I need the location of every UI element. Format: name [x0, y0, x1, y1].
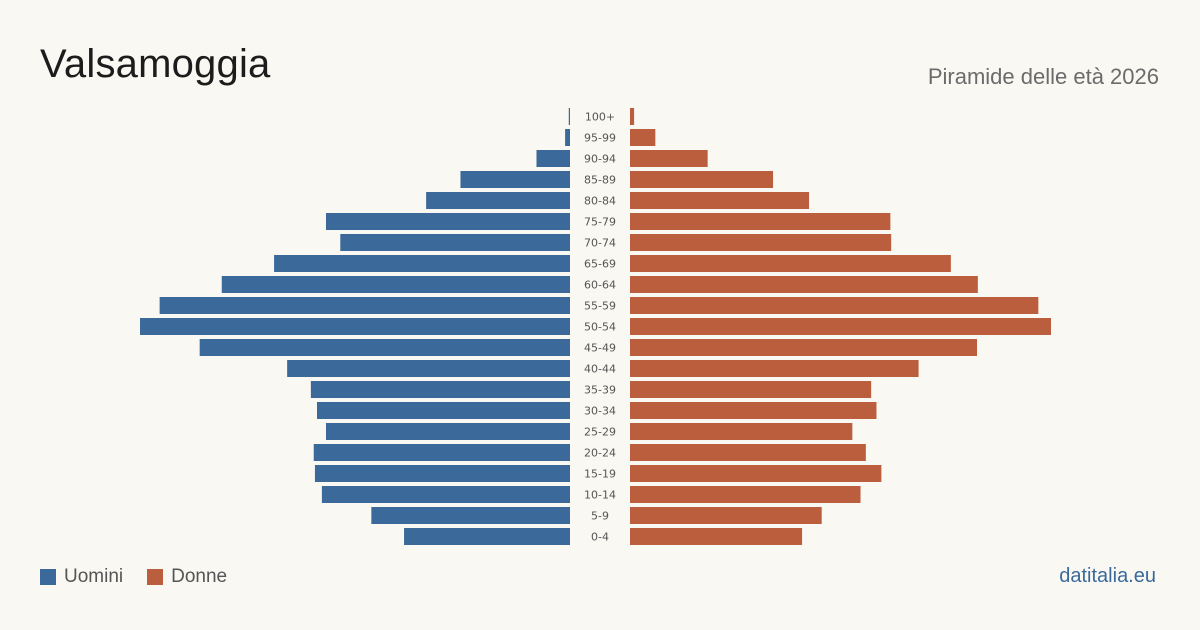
bar-men-100plus: [568, 108, 570, 125]
brand-link[interactable]: datitalia.eu: [1059, 565, 1156, 587]
bar-men-5-9: [371, 507, 570, 524]
age-label-10-14: 10-14: [584, 489, 616, 502]
bar-women-25-29: [630, 423, 853, 440]
bar-men-20-24: [313, 444, 570, 461]
bar-men-0-4: [404, 528, 570, 545]
age-label-20-24: 20-24: [584, 447, 616, 460]
bar-women-75-79: [630, 213, 891, 230]
legend-item-women: Donne: [147, 566, 227, 588]
bar-women-40-44: [630, 360, 919, 377]
bar-women-55-59: [630, 297, 1039, 314]
bar-women-60-64: [630, 276, 978, 293]
age-label-85-89: 85-89: [584, 174, 616, 187]
legend-item-men: Uomini: [40, 566, 123, 588]
age-label-5-9: 5-9: [591, 510, 609, 523]
bar-men-75-79: [325, 213, 570, 230]
age-label-45-49: 45-49: [584, 342, 616, 355]
legend-label-women: Donne: [171, 566, 228, 587]
bar-women-100plus: [630, 108, 635, 125]
bar-women-70-74: [630, 234, 892, 251]
bar-men-95-99: [565, 129, 570, 146]
bar-women-80-84: [630, 192, 810, 209]
age-label-70-74: 70-74: [584, 237, 616, 250]
legend-swatch-men: [40, 569, 56, 585]
legend: Uomini Donne: [40, 566, 251, 588]
age-label-35-39: 35-39: [584, 384, 616, 397]
age-label-40-44: 40-44: [584, 363, 616, 376]
age-label-100plus: 100+: [585, 111, 615, 124]
age-label-50-54: 50-54: [584, 321, 616, 334]
chart-subtitle: Piramide delle età 2026: [927, 64, 1159, 89]
legend-label-men: Uomini: [64, 566, 124, 587]
bar-men-40-44: [287, 360, 570, 377]
age-label-30-34: 30-34: [584, 405, 616, 418]
age-label-55-59: 55-59: [584, 300, 616, 313]
bar-men-85-89: [460, 171, 570, 188]
bar-men-55-59: [159, 297, 571, 314]
age-label-60-64: 60-64: [584, 279, 616, 292]
bar-men-50-54: [140, 318, 570, 335]
bar-women-10-14: [630, 486, 861, 503]
legend-swatch-women: [147, 569, 164, 585]
bar-women-20-24: [630, 444, 866, 461]
bar-women-50-54: [630, 318, 1052, 335]
bar-men-35-39: [310, 381, 570, 398]
bar-women-65-69: [630, 255, 951, 272]
bar-women-0-4: [630, 528, 803, 545]
bar-women-5-9: [630, 507, 822, 524]
bar-men-90-94: [536, 150, 570, 167]
bar-men-65-69: [274, 255, 570, 272]
bar-women-90-94: [630, 150, 708, 167]
bar-men-45-49: [199, 339, 570, 356]
age-label-0-4: 0-4: [591, 531, 609, 544]
age-label-25-29: 25-29: [584, 426, 616, 439]
bar-women-15-19: [630, 465, 882, 482]
page-title: Valsamoggia: [40, 42, 271, 86]
bar-men-10-14: [321, 486, 570, 503]
age-label-75-79: 75-79: [584, 216, 616, 229]
age-label-15-19: 15-19: [584, 468, 616, 481]
bar-men-60-64: [221, 276, 570, 293]
bar-men-80-84: [426, 192, 570, 209]
bar-women-85-89: [630, 171, 774, 188]
bar-men-15-19: [314, 465, 570, 482]
bar-men-70-74: [340, 234, 570, 251]
bar-women-45-49: [630, 339, 978, 356]
age-label-95-99: 95-99: [584, 132, 616, 145]
age-label-80-84: 80-84: [584, 195, 616, 208]
bar-men-25-29: [325, 423, 570, 440]
age-label-90-94: 90-94: [584, 153, 616, 166]
bar-men-30-34: [316, 402, 570, 419]
bar-women-35-39: [630, 381, 872, 398]
bar-women-95-99: [630, 129, 656, 146]
bar-women-30-34: [630, 402, 877, 419]
age-label-65-69: 65-69: [584, 258, 616, 271]
